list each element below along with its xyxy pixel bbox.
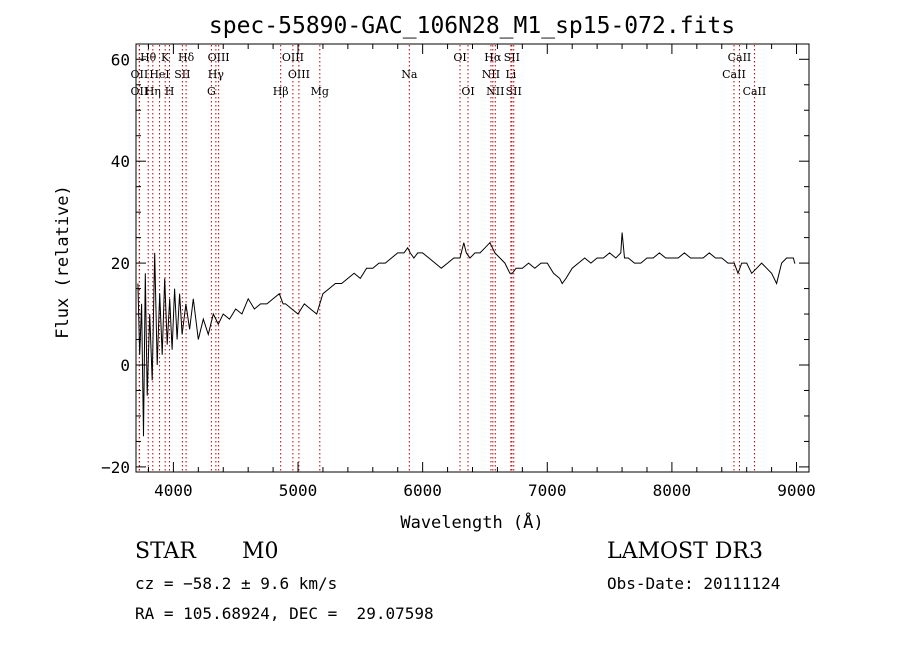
line-label: CaII [722,68,746,81]
y-tick-label: −20 [101,458,130,477]
line-label: Mg [311,85,329,98]
axis-ticks: 4000 5000 6000 7000 8000 9000 −20 0 20 40 60 [101,44,816,500]
line-label: CaII [728,51,752,64]
line-label: NII [486,85,504,98]
line-label: Na [401,68,418,81]
observation-date: Obs-Date: 20111124 [607,574,781,593]
line-label: K [161,51,170,64]
coordinates: RA = 105.68924, DEC = 29.07598 [135,604,434,623]
line-label: OI [461,85,474,98]
object-subclass: M0 [242,539,279,564]
line-label: Hδ [178,51,195,64]
line-label: OI [453,51,466,64]
x-axis-label: Wavelength (Å) [400,511,543,533]
y-axis-label: Flux (relative) [53,185,73,339]
line-label: Hγ [208,68,225,81]
line-label: Li [505,68,516,81]
spectral-line-labels: Hθ OII OII K HeI Hη Hδ SII H OIII Hγ G OIII OIII Hβ Mg N… [131,51,767,98]
line-label: CaII [743,85,767,98]
survey-name: LAMOST DR3 [607,539,763,564]
line-label: HeI [149,68,169,81]
line-label: G [207,85,216,98]
x-tick-label: 5000 [279,481,318,500]
line-label: OIII [208,51,230,64]
line-label: OIII [282,51,304,64]
chart-title: spec-55890-GAC_106N28_M1_sp15-072.fits [209,13,735,39]
line-label: Hα [484,51,502,64]
plot-frame [135,43,810,473]
line-label: Hη [145,85,161,98]
line-label: SII [504,51,520,64]
spectrum-line [137,232,796,437]
line-label: NII [482,68,500,81]
line-label: OIII [288,68,310,81]
x-tick-label: 7000 [528,481,567,500]
line-label: Hβ [273,85,289,98]
line-label: OII [131,68,149,81]
redshift-velocity: cz = −58.2 ± 9.6 km/s [135,574,338,593]
y-tick-label: 60 [111,50,130,69]
x-tick-label: 4000 [154,481,193,500]
object-class: STAR [135,539,196,564]
x-tick-label: 9000 [777,481,816,500]
line-label: SII [506,85,522,98]
y-tick-label: 0 [120,356,130,375]
line-label: OII [131,85,149,98]
y-tick-label: 20 [111,254,130,273]
line-label: SII [174,68,190,81]
y-tick-label: 40 [111,152,130,171]
line-label: H [165,85,175,98]
line-label: Hθ [140,51,157,64]
spectral-line-markers [138,45,755,471]
x-tick-label: 6000 [403,481,442,500]
x-tick-label: 8000 [653,481,692,500]
